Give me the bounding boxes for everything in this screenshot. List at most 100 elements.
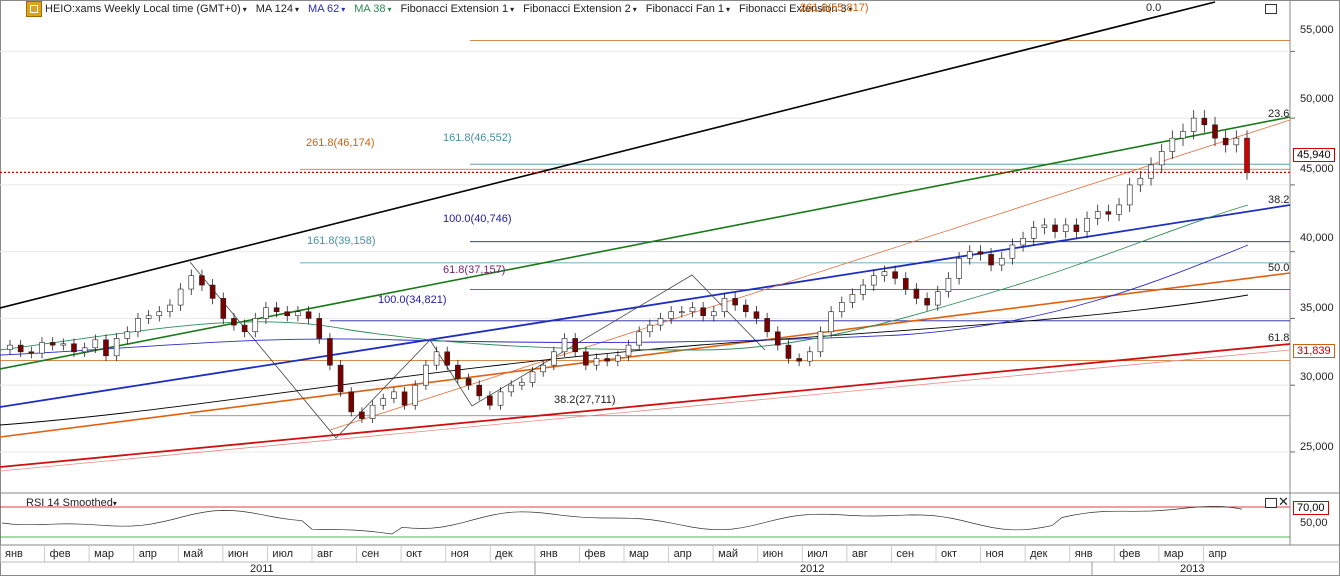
candle [359, 411, 365, 419]
month-label: мар [1163, 548, 1184, 560]
candle [924, 298, 930, 306]
candle [49, 342, 56, 346]
candle [988, 254, 994, 266]
chevron-down-icon[interactable]: ▾ [726, 5, 731, 14]
price-tick: 35,000 [1300, 302, 1334, 314]
close-icon[interactable]: ✕ [1278, 494, 1289, 509]
chevron-down-icon[interactable]: ▾ [848, 5, 853, 14]
candle [1073, 224, 1080, 232]
fan-line-50 [0, 272, 1291, 438]
ma38-label[interactable]: MA 38 ▾ [354, 3, 392, 15]
rsi-line [1, 505, 1243, 535]
month-label: фев [1119, 548, 1141, 560]
candle [561, 338, 568, 353]
chevron-down-icon[interactable]: ▾ [632, 5, 637, 14]
month-label: мар [94, 548, 114, 560]
candle [806, 351, 813, 362]
candle [1212, 124, 1218, 139]
chevron-down-icon[interactable]: ▾ [510, 5, 515, 14]
candle [1105, 211, 1112, 215]
year-label: 2013 [1180, 563, 1205, 575]
candle [572, 338, 578, 353]
extension-line [329, 119, 1291, 431]
candle [956, 258, 962, 279]
month-label: авг [851, 548, 868, 560]
candle [39, 342, 45, 354]
candle [1244, 137, 1250, 173]
month-label: янв [5, 548, 23, 560]
month-label: фев [49, 548, 71, 560]
candle [1126, 184, 1133, 206]
candle [508, 384, 514, 393]
candle [1180, 131, 1186, 139]
candle [583, 351, 589, 366]
fib-ext1-label[interactable]: Fibonacci Extension 1 ▾ [400, 3, 515, 15]
candle [913, 288, 920, 299]
candle [113, 338, 120, 357]
candle [604, 358, 610, 362]
candle [892, 271, 898, 279]
month-label: май [183, 548, 204, 560]
ma124-label[interactable]: MA 124 ▾ [255, 3, 300, 15]
candle [817, 331, 824, 353]
candle [1041, 224, 1048, 228]
candle [849, 294, 856, 303]
candle [881, 271, 888, 276]
candle [455, 364, 461, 379]
fib-fan1-label[interactable]: Fibonacci Fan 1 ▾ [645, 3, 731, 15]
maximize-rsi-pane-button[interactable] [1265, 498, 1277, 508]
candle [1020, 238, 1026, 246]
candle [1190, 117, 1197, 132]
fib-ext2-label[interactable]: Fibonacci Extension 2 ▾ [523, 3, 637, 15]
candle [785, 344, 792, 359]
candle [1222, 137, 1229, 146]
candle [60, 343, 67, 346]
month-label: июл [272, 548, 293, 560]
candle [145, 315, 152, 319]
candle [615, 355, 621, 362]
fib-ext3-label[interactable]: Fibonacci Extension 3 ▾ [739, 3, 853, 15]
candle [966, 251, 973, 259]
candle [529, 371, 536, 383]
price-tick: 30,000 [1300, 371, 1334, 383]
candle [679, 311, 685, 314]
maximize-main-pane-button[interactable] [1265, 4, 1277, 14]
candle [945, 278, 952, 293]
chevron-down-icon[interactable]: ▾ [112, 499, 117, 508]
ma62-label[interactable]: MA 62 ▾ [308, 3, 346, 15]
rsi-title[interactable]: RSI 14 Smoothed▾ [26, 497, 117, 509]
price-tick: 55,000 [1300, 24, 1334, 36]
chevron-down-icon[interactable]: ▾ [341, 5, 346, 14]
candle [689, 307, 696, 313]
candle [156, 311, 163, 317]
chevron-down-icon[interactable]: ▾ [295, 5, 300, 14]
candle [870, 275, 877, 286]
candle [391, 391, 397, 399]
year-label: 2011 [250, 563, 274, 575]
price-tick: 45,000 [1300, 163, 1334, 175]
chevron-down-icon[interactable]: ▾ [242, 5, 247, 14]
chevron-down-icon[interactable]: ▾ [387, 5, 392, 14]
candle [1052, 224, 1058, 232]
candle [743, 304, 749, 313]
instrument-icon[interactable] [26, 1, 42, 17]
candle [1116, 204, 1122, 215]
candle [593, 358, 600, 366]
candle [380, 398, 387, 406]
month-label: янв [1074, 548, 1093, 560]
candle [1030, 227, 1037, 239]
fan-label-61: 61.8 [1268, 332, 1290, 344]
candle [657, 318, 664, 326]
candle [17, 344, 24, 353]
candle [284, 311, 291, 317]
month-label: сен [361, 548, 380, 560]
fan-label-23: 23.6 [1268, 108, 1290, 120]
symbol-label[interactable]: HEIO:xams Weekly Local time (GMT+0) ▾ [45, 3, 247, 15]
fan-label-50: 50.0 [1268, 262, 1290, 274]
candle [220, 298, 227, 319]
month-label: мар [629, 548, 649, 560]
candle [327, 338, 333, 366]
candle [71, 343, 77, 353]
